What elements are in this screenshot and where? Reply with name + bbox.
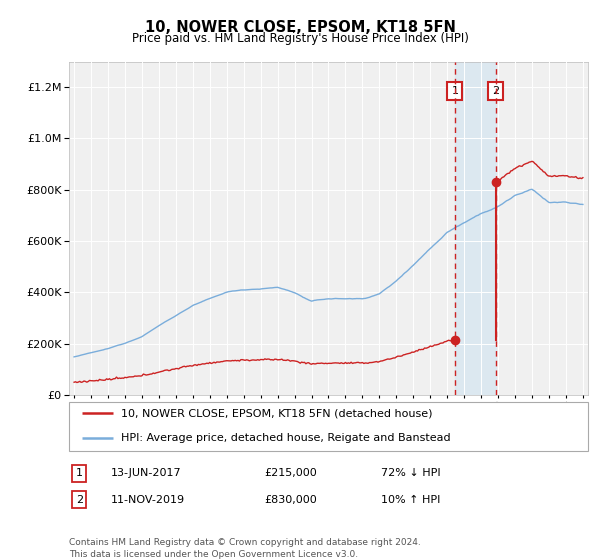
Text: £830,000: £830,000 bbox=[264, 494, 317, 505]
Text: Price paid vs. HM Land Registry's House Price Index (HPI): Price paid vs. HM Land Registry's House … bbox=[131, 32, 469, 45]
Text: Contains HM Land Registry data © Crown copyright and database right 2024.
This d: Contains HM Land Registry data © Crown c… bbox=[69, 538, 421, 559]
Text: 2: 2 bbox=[493, 86, 499, 96]
Bar bbox=[455, 62, 496, 395]
Text: 72% ↓ HPI: 72% ↓ HPI bbox=[381, 468, 440, 478]
Text: 2: 2 bbox=[76, 494, 83, 505]
Text: 13-JUN-2017: 13-JUN-2017 bbox=[111, 468, 182, 478]
Text: 10, NOWER CLOSE, EPSOM, KT18 5FN (detached house): 10, NOWER CLOSE, EPSOM, KT18 5FN (detach… bbox=[121, 408, 433, 418]
Text: 10, NOWER CLOSE, EPSOM, KT18 5FN: 10, NOWER CLOSE, EPSOM, KT18 5FN bbox=[145, 20, 455, 35]
Text: £215,000: £215,000 bbox=[264, 468, 317, 478]
Text: 10% ↑ HPI: 10% ↑ HPI bbox=[381, 494, 440, 505]
Text: HPI: Average price, detached house, Reigate and Banstead: HPI: Average price, detached house, Reig… bbox=[121, 433, 451, 443]
Text: 11-NOV-2019: 11-NOV-2019 bbox=[111, 494, 185, 505]
FancyBboxPatch shape bbox=[69, 402, 588, 451]
Text: 1: 1 bbox=[451, 86, 458, 96]
Text: 1: 1 bbox=[76, 468, 83, 478]
